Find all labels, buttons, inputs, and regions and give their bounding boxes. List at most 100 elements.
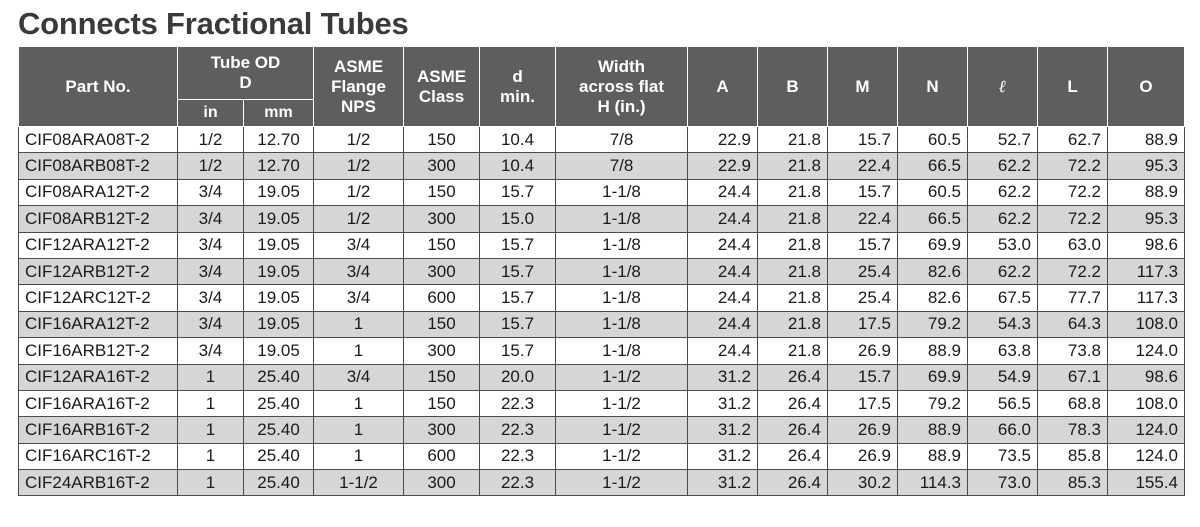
cell-n: 69.9 (897, 363, 969, 391)
cell-asme-flange-nps: 1-1/2 (313, 469, 405, 497)
cell-d-min: 15.7 (479, 284, 557, 312)
cell-a: 24.4 (687, 310, 759, 339)
cell-b: 21.8 (757, 231, 829, 259)
cell-part-no: CIF12ARC12T-2 (18, 284, 178, 312)
header-a: A (687, 46, 759, 127)
cell-d-min: 22.3 (479, 416, 557, 444)
cell-part-no: CIF08ARB08T-2 (18, 152, 178, 180)
header-width-line3: H (in.) (597, 96, 646, 116)
cell-l-script: 67.5 (967, 284, 1039, 312)
cell-d-min: 22.3 (479, 389, 557, 418)
cell-o: 95.3 (1107, 205, 1186, 233)
cell-n: 88.9 (897, 416, 969, 444)
cell-d-min: 10.4 (479, 152, 557, 180)
cell-asme-class: 300 (403, 416, 481, 444)
header-tube-od-sub: D (239, 73, 252, 92)
table-row: CIF12ARA16T-2 1 25.40 3/4 150 20.0 1-1/2 31.2 26… (18, 363, 1186, 391)
header-asme-class-line2: Class (418, 86, 465, 106)
cell-part-no: CIF16ARB12T-2 (18, 337, 178, 365)
header-asme-flange-line2: Flange (331, 76, 386, 96)
cell-a: 31.2 (687, 442, 759, 471)
cell-l-script: 62.2 (967, 205, 1039, 233)
cell-asme-flange-nps: 1/2 (313, 178, 405, 207)
cell-tube-od-in: 3/4 (177, 337, 244, 365)
cell-m: 15.7 (827, 125, 899, 154)
cell-o: 124.0 (1107, 442, 1186, 471)
cell-tube-od-mm: 25.40 (242, 469, 315, 497)
cell-m: 17.5 (827, 310, 899, 339)
header-tube-od: Tube OD D (176, 46, 315, 100)
cell-a: 24.4 (687, 178, 759, 207)
cell-asme-flange-nps: 1/2 (313, 125, 405, 154)
table-row: CIF12ARB12T-2 3/4 19.05 3/4 300 15.7 1-1/8 24.4… (18, 257, 1186, 286)
cell-l-script: 52.7 (967, 125, 1039, 154)
cell-d-min: 15.7 (479, 257, 557, 286)
cell-b: 26.4 (757, 363, 829, 391)
cell-d-min: 15.7 (479, 231, 557, 259)
cell-l-script: 54.9 (967, 363, 1039, 391)
cell-width-across-flat: 7/8 (555, 125, 689, 154)
cell-o: 98.6 (1107, 363, 1186, 391)
cell-part-no: CIF16ARC16T-2 (18, 442, 178, 471)
cell-tube-od-mm: 12.70 (242, 152, 315, 180)
cell-b: 21.8 (757, 205, 829, 233)
cell-b: 26.4 (757, 389, 829, 418)
header-asme-class: ASME Class (403, 46, 481, 127)
cell-d-min: 15.0 (479, 205, 557, 233)
cell-tube-od-mm: 12.70 (242, 125, 315, 154)
cell-b: 21.8 (757, 337, 829, 365)
cell-tube-od-in: 3/4 (177, 205, 244, 233)
cell-o: 98.6 (1107, 231, 1186, 259)
cell-l: 78.3 (1037, 416, 1109, 444)
table-row: CIF24ARB16T-2 1 25.40 1-1/2 300 22.3 1-1/2 31.2… (18, 469, 1186, 497)
cell-m: 15.7 (827, 178, 899, 207)
cell-a: 24.4 (687, 257, 759, 286)
cell-d-min: 15.7 (479, 310, 557, 339)
cell-n: 79.2 (897, 389, 969, 418)
table-row: CIF08ARA12T-2 3/4 19.05 1/2 150 15.7 1-1/8 24.4… (18, 178, 1186, 207)
table-row: CIF16ARB12T-2 3/4 19.05 1 300 15.7 1-1/8 24.4 21… (18, 337, 1186, 365)
cell-tube-od-in: 3/4 (177, 231, 244, 259)
cell-b: 21.8 (757, 178, 829, 207)
cell-o: 88.9 (1107, 178, 1186, 207)
cell-part-no: CIF16ARA12T-2 (18, 310, 178, 339)
cell-d-min: 22.3 (479, 469, 557, 497)
cell-asme-class: 150 (403, 389, 481, 418)
cell-l: 68.8 (1037, 389, 1109, 418)
cell-m: 15.7 (827, 363, 899, 391)
cell-tube-od-mm: 19.05 (242, 205, 315, 233)
cell-a: 31.2 (687, 363, 759, 391)
cell-asme-class: 300 (403, 257, 481, 286)
cell-asme-flange-nps: 1/2 (313, 205, 405, 233)
table-row: CIF16ARA16T-2 1 25.40 1 150 22.3 1-1/2 31.2 26.4… (18, 389, 1186, 418)
cell-o: 155.4 (1107, 469, 1186, 497)
header-part-no: Part No. (18, 46, 178, 127)
cell-b: 26.4 (757, 416, 829, 444)
cell-m: 30.2 (827, 469, 899, 497)
cell-tube-od-mm: 19.05 (242, 178, 315, 207)
cell-part-no: CIF12ARA16T-2 (18, 363, 178, 391)
cell-part-no: CIF08ARB12T-2 (18, 205, 178, 233)
cell-asme-flange-nps: 3/4 (313, 257, 405, 286)
cell-m: 25.4 (827, 257, 899, 286)
header-width-across-flat: Width across flat H (in.) (555, 46, 689, 127)
header-asme-flange-line1: ASME (333, 56, 384, 76)
cell-n: 60.5 (897, 125, 969, 154)
cell-asme-class: 150 (403, 125, 481, 154)
cell-a: 24.4 (687, 231, 759, 259)
cell-m: 15.7 (827, 231, 899, 259)
cell-l-script: 62.2 (967, 178, 1039, 207)
cell-tube-od-in: 1 (177, 416, 244, 444)
cell-part-no: CIF24ARB16T-2 (18, 469, 178, 497)
cell-l: 85.8 (1037, 442, 1109, 471)
table-row: CIF16ARB16T-2 1 25.40 1 300 22.3 1-1/2 31.2 26.4… (18, 416, 1186, 444)
cell-l: 72.2 (1037, 205, 1109, 233)
cell-n: 66.5 (897, 205, 969, 233)
cell-b: 21.8 (757, 284, 829, 312)
cell-d-min: 15.7 (479, 337, 557, 365)
cell-a: 24.4 (687, 284, 759, 312)
cell-tube-od-in: 3/4 (177, 257, 244, 286)
cell-width-across-flat: 1-1/8 (555, 231, 689, 259)
cell-o: 108.0 (1107, 389, 1186, 418)
cell-width-across-flat: 1-1/8 (555, 205, 689, 233)
